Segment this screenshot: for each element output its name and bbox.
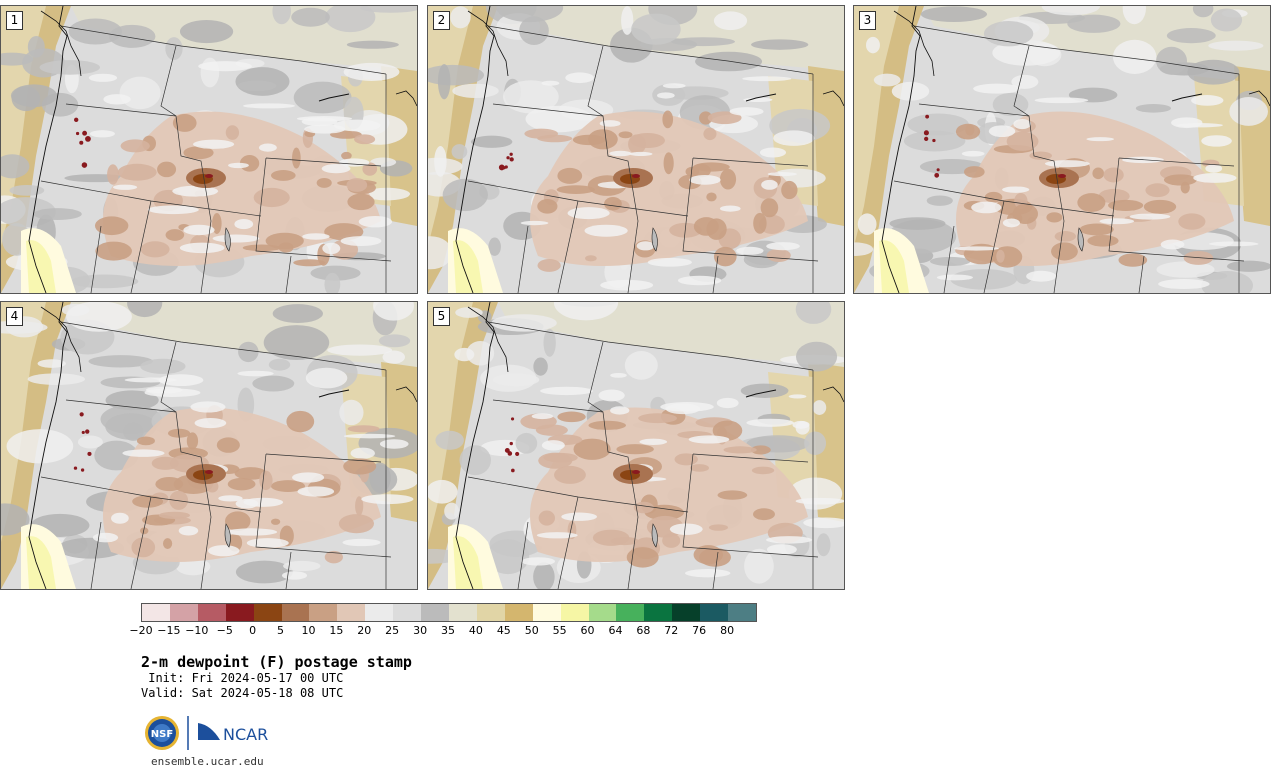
- colorbar-tick-label: 55: [552, 624, 567, 637]
- colorbar-swatch: [616, 604, 645, 621]
- colorbar-ticks: −20 −15 −10 −5 0 5 10 15 20 25 30 35 40 45 50 55 60 64 68 7…: [128, 624, 788, 638]
- member-number: 1: [6, 11, 23, 30]
- colorbar-tick-label: 35: [441, 624, 455, 637]
- colorbar-tick-label: 30: [413, 624, 428, 637]
- colorbar-swatch: [532, 604, 561, 621]
- ncar-logo-icon: NCAR: [198, 723, 268, 744]
- member-panel-4: 4: [0, 301, 418, 590]
- colorbar-tick-label: 45: [496, 624, 511, 637]
- colorbar: [141, 603, 757, 622]
- colorbar-swatch: [337, 604, 366, 621]
- colorbar-swatch: [225, 604, 254, 621]
- colorbar-swatch: [421, 604, 449, 621]
- dewpoint-map: [428, 6, 844, 293]
- colorbar-swatch: [476, 604, 505, 621]
- colorbar-tick-label: 5: [277, 624, 285, 637]
- dewpoint-map: [1, 6, 417, 293]
- site-url: ensemble.ucar.edu: [151, 755, 264, 768]
- member-number: 4: [6, 307, 23, 326]
- colorbar-swatch: [560, 604, 589, 621]
- colorbar-swatch: [169, 604, 198, 621]
- colorbar-swatch: [588, 604, 617, 621]
- colorbar-tick-label: 40: [468, 624, 483, 637]
- colorbar-tick-label: 25: [385, 624, 400, 637]
- colorbar-swatch: [365, 604, 394, 621]
- colorbar-swatch: [142, 604, 170, 621]
- member-panel-2: 2: [427, 5, 845, 294]
- member-number: 5: [433, 307, 450, 326]
- dewpoint-map: [428, 302, 844, 589]
- dewpoint-map: [854, 6, 1270, 293]
- colorbar-tick-label: −15: [157, 624, 181, 637]
- colorbar-swatch: [728, 604, 756, 621]
- colorbar-tick-label: 10: [301, 624, 316, 637]
- colorbar-tick-label: 15: [329, 624, 344, 637]
- colorbar-swatch: [448, 604, 477, 621]
- valid-time: Valid: Sat 2024-05-18 08 UTC: [141, 686, 344, 700]
- colorbar-tick-label: 68: [636, 624, 651, 637]
- member-panel-3: 3: [853, 5, 1271, 294]
- colorbar-tick-label: −10: [185, 624, 209, 637]
- svg-text:NCAR: NCAR: [223, 725, 268, 744]
- colorbar-tick-label: 76: [692, 624, 707, 637]
- colorbar-swatch: [197, 604, 226, 621]
- colorbar-tick-label: 20: [357, 624, 372, 637]
- colorbar-tick-label: 64: [608, 624, 623, 637]
- product-title: 2-m dewpoint (F) postage stamp: [141, 653, 412, 671]
- colorbar-swatch: [281, 604, 310, 621]
- colorbar-tick-label: 72: [664, 624, 679, 637]
- nsf-logo-icon: NSF: [145, 716, 179, 750]
- colorbar-swatch: [672, 604, 701, 621]
- init-time: Init: Fri 2024-05-17 00 UTC: [141, 671, 344, 685]
- member-number: 3: [859, 11, 876, 30]
- colorbar-tick-label: 80: [720, 624, 735, 637]
- colorbar-swatch: [309, 604, 338, 621]
- colorbar-swatch: [393, 604, 422, 621]
- colorbar-swatch: [504, 604, 533, 621]
- dewpoint-map: [1, 302, 417, 589]
- colorbar-tick-label: 60: [580, 624, 595, 637]
- colorbar-swatch: [253, 604, 282, 621]
- colorbar-tick-label: 0: [249, 624, 257, 637]
- member-panel-1: 1: [0, 5, 418, 294]
- colorbar-tick-label: 50: [524, 624, 539, 637]
- colorbar-swatch: [700, 604, 729, 621]
- member-number: 2: [433, 11, 450, 30]
- logos: NSF NCAR: [145, 714, 275, 754]
- colorbar-tick-label: −5: [216, 624, 233, 637]
- colorbar-tick-label: −20: [129, 624, 153, 637]
- member-panel-5: 5: [427, 301, 845, 590]
- colorbar-swatch: [644, 604, 673, 621]
- svg-text:NSF: NSF: [151, 729, 173, 740]
